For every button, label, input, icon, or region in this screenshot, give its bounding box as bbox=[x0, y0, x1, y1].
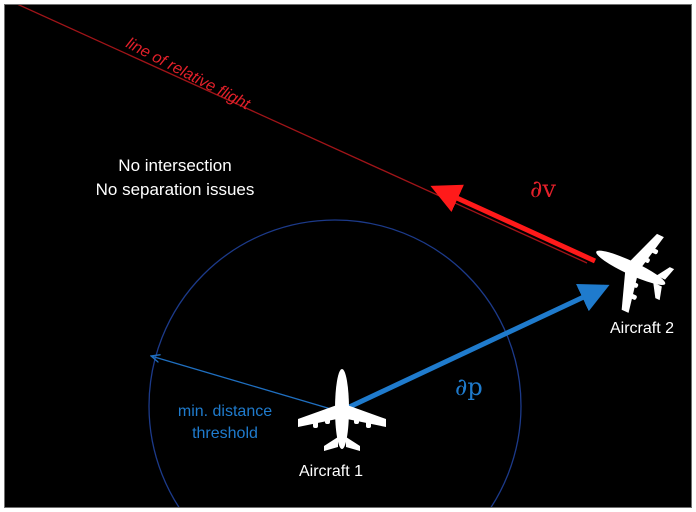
threshold-label-line2: threshold bbox=[192, 425, 258, 442]
diagram-canvas: No intersection No separation issues lin… bbox=[4, 4, 692, 508]
aircraft-1-icon bbox=[298, 369, 386, 451]
status-message: No intersection No separation issues bbox=[75, 154, 275, 202]
position-difference-arrow bbox=[343, 284, 610, 412]
status-line-no-intersection: No intersection bbox=[118, 156, 232, 175]
velocity-difference-arrow bbox=[430, 184, 597, 264]
threshold-label-line1: min. distance bbox=[177, 403, 273, 420]
aircraft-2-icon bbox=[578, 213, 685, 323]
min-distance-radius-arrow bbox=[151, 356, 331, 409]
min-distance-circle bbox=[148, 219, 522, 507]
diagram-graphics bbox=[17, 5, 685, 507]
min-distance-threshold-label: min. distance threshold bbox=[155, 401, 295, 445]
aircraft-1-label: Aircraft 1 bbox=[299, 463, 364, 480]
status-line-no-separation: No separation issues bbox=[95, 180, 255, 199]
relative-flight-line bbox=[17, 5, 588, 264]
aircraft-2-label: Aircraft 2 bbox=[610, 320, 675, 337]
position-difference-label: ∂p bbox=[455, 373, 483, 401]
velocity-difference-label: ∂v bbox=[530, 175, 556, 203]
